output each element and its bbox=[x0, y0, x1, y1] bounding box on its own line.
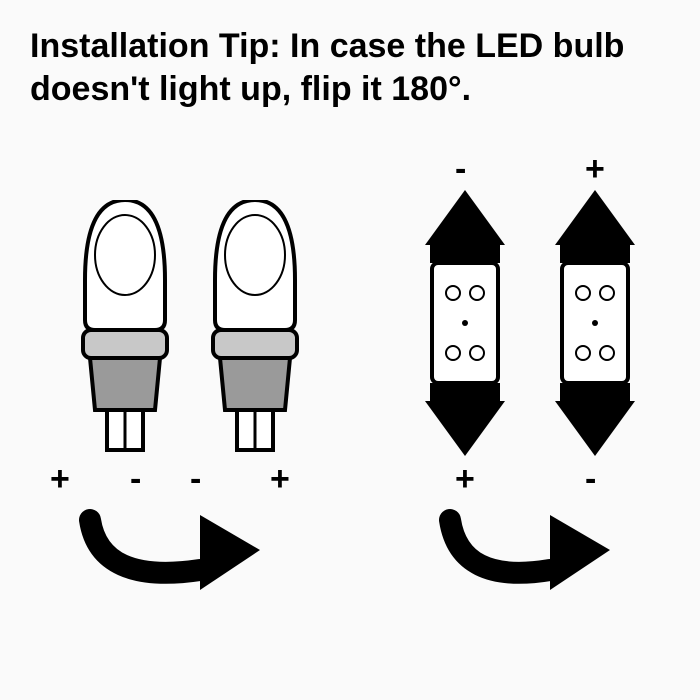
wedge-bulb-2 bbox=[213, 200, 297, 450]
wedge-bulb-1 bbox=[83, 200, 167, 450]
flip-arrow-right bbox=[420, 500, 640, 610]
wedge2-right-polarity: + bbox=[270, 460, 290, 499]
festoon-top-left-polarity: - bbox=[455, 150, 466, 189]
wedge2-left-polarity: - bbox=[190, 460, 201, 499]
festoon-bulbs-diagram bbox=[390, 190, 680, 510]
wedge1-left-polarity: + bbox=[50, 460, 70, 499]
festoon-bulb-2 bbox=[555, 190, 635, 456]
festoon-top-right-polarity: + bbox=[585, 150, 605, 189]
wedge-bulbs-diagram bbox=[30, 200, 340, 520]
instruction-title: Installation Tip: In case the LED bulb d… bbox=[30, 25, 670, 110]
flip-arrow-left bbox=[60, 500, 290, 610]
wedge1-right-polarity: - bbox=[130, 460, 141, 499]
festoon-bottom-right-polarity: - bbox=[585, 460, 596, 499]
festoon-bulb-1 bbox=[425, 190, 505, 456]
festoon-bottom-left-polarity: + bbox=[455, 460, 475, 499]
